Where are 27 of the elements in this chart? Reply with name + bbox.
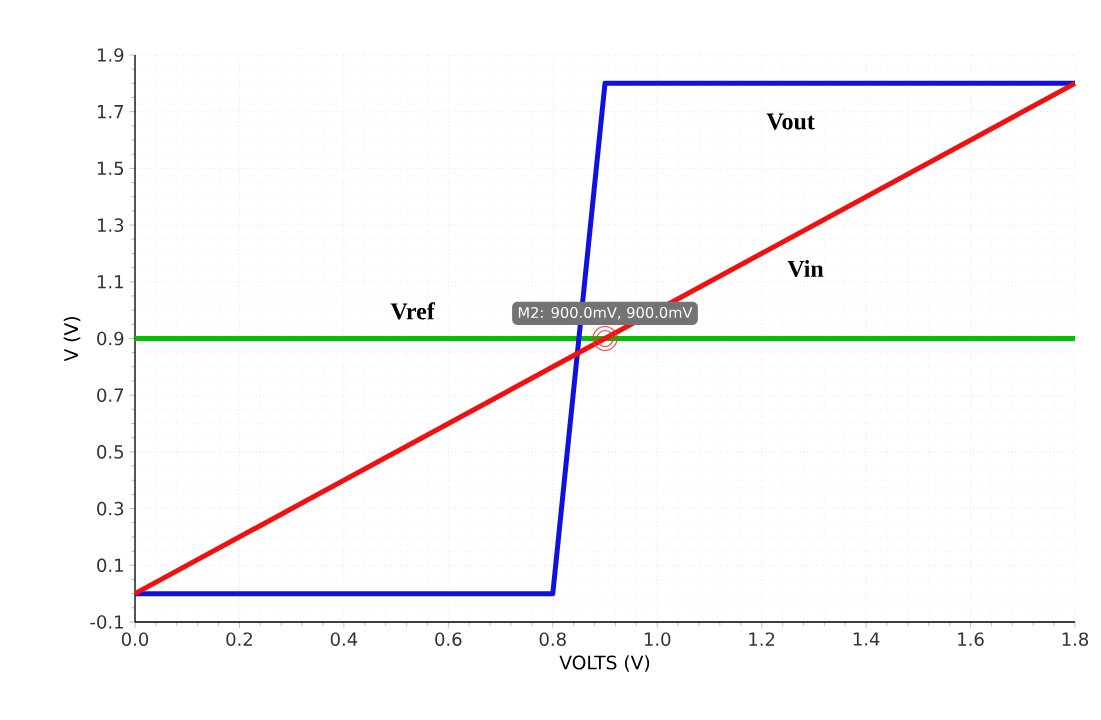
series-label: Vout	[766, 113, 815, 130]
y-axis-title: V (V)	[63, 317, 81, 362]
y-tick-label: 0.1	[97, 558, 123, 573]
y-tick-label: 0.3	[97, 501, 124, 516]
y-tick-label: -0.1	[90, 615, 123, 629]
x-tick-label: 0.0	[121, 632, 149, 646]
x-tick-label: 0.8	[539, 632, 566, 646]
x-tick-label: 0.2	[226, 632, 252, 646]
series-label: Vin	[787, 260, 824, 278]
x-tick-label: 1.4	[853, 632, 880, 646]
annotation: M2: 900.0mV, 900.0mV	[518, 306, 693, 320]
x-axis-title: VOLTS (V)	[559, 655, 650, 672]
y-tick-label: 1.3	[97, 218, 124, 232]
x-tick-label: 1.0	[644, 632, 671, 646]
y-tick-label: 0.7	[97, 388, 124, 402]
y-tick-label: 1.9	[97, 48, 124, 62]
x-tick-label: 1.6	[958, 632, 984, 646]
y-tick-label: 1.7	[97, 105, 124, 119]
y-tick-label: 0.5	[97, 445, 124, 459]
x-tick-label: 0.4	[330, 632, 358, 646]
y-tick-label: 1.5	[97, 161, 124, 176]
x-tick-label: 1.2	[749, 632, 775, 646]
x-tick-label: 1.8	[1062, 632, 1089, 646]
y-tick-label: 1.1	[97, 275, 123, 289]
x-tick-label: 0.6	[435, 632, 462, 646]
y-tick-label: 0.9	[97, 331, 124, 346]
series-label: Vref	[390, 302, 436, 320]
